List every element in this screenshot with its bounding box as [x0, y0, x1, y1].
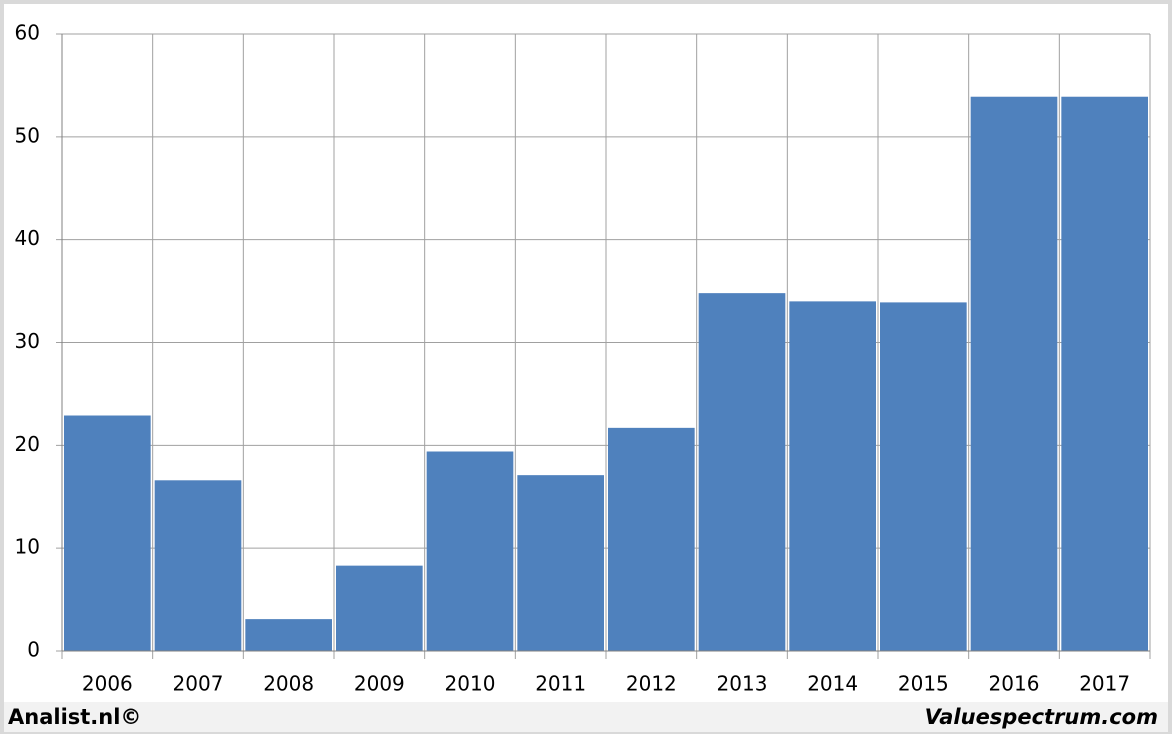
x-tick-label: 2008 — [263, 672, 314, 696]
bar — [970, 96, 1058, 651]
x-tick-label: 2011 — [535, 672, 586, 696]
bar — [64, 415, 151, 651]
x-tick-label: 2015 — [898, 672, 949, 696]
y-tick-label: 0 — [27, 638, 40, 662]
footer-right: Valuespectrum.com — [925, 705, 1158, 729]
x-tick-label: 2016 — [989, 672, 1040, 696]
x-tick-label: 2014 — [807, 672, 858, 696]
bar — [426, 451, 514, 651]
x-tick-label: 2010 — [445, 672, 496, 696]
bar — [245, 619, 332, 651]
bar — [880, 302, 967, 651]
y-tick-label: 30 — [15, 329, 40, 353]
bar — [608, 427, 695, 651]
y-tick-label: 40 — [15, 226, 40, 250]
x-tick-label: 2012 — [626, 672, 677, 696]
footer-left: Analist.nl© — [8, 705, 141, 729]
x-tick-label: 2017 — [1079, 672, 1130, 696]
y-tick-label: 50 — [15, 123, 40, 147]
x-tick-label: 2007 — [173, 672, 224, 696]
footer-background — [4, 702, 1168, 732]
bar — [336, 565, 423, 651]
x-tick-label: 2013 — [717, 672, 768, 696]
x-tick-label: 2009 — [354, 672, 405, 696]
y-tick-label: 10 — [15, 535, 40, 559]
y-tick-label: 60 — [15, 21, 40, 45]
bar — [698, 293, 786, 651]
bar — [789, 301, 876, 651]
x-tick-label: 2006 — [82, 672, 133, 696]
y-tick-label: 20 — [15, 432, 40, 456]
bar — [1061, 96, 1148, 651]
bar — [517, 475, 604, 651]
bar — [154, 480, 242, 651]
